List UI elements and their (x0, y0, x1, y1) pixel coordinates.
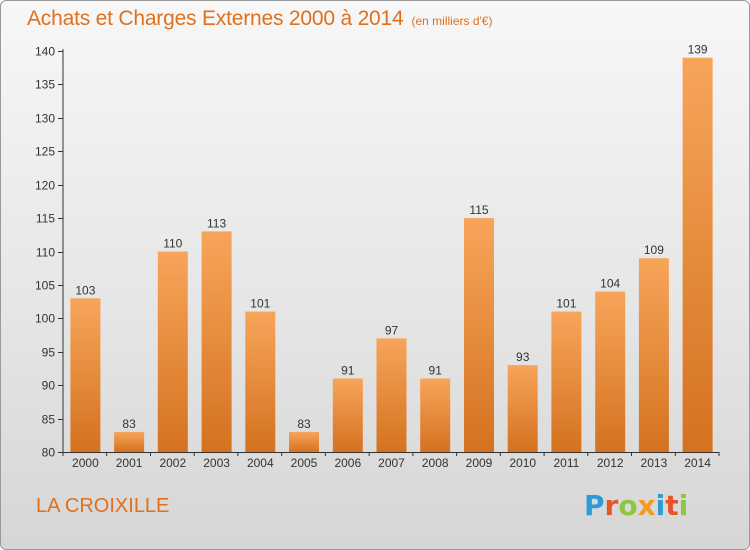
bar-2010 (507, 365, 538, 452)
x-tick-label: 2005 (291, 456, 318, 470)
x-tick-label: 2004 (247, 456, 274, 470)
bar-2005 (289, 431, 319, 452)
y-tick-label: 135 (35, 78, 55, 92)
bar-2013 (638, 258, 669, 452)
logo-letter: r (604, 489, 619, 522)
data-label-2014: 139 (688, 43, 708, 57)
logo-letter: P (584, 489, 605, 522)
logo-letter: x (637, 489, 656, 522)
y-tick-label: 120 (35, 179, 55, 193)
bar-2000 (70, 298, 101, 452)
data-label-2004: 101 (250, 297, 270, 311)
x-tick-label: 2003 (203, 456, 230, 470)
bar-2011 (551, 311, 582, 452)
data-label-2002: 110 (163, 237, 182, 251)
y-tick-label: 105 (35, 279, 55, 293)
logo-letter: i (655, 489, 666, 522)
x-tick-label: 2000 (72, 456, 99, 470)
bar-2006 (332, 378, 363, 452)
data-label-2012: 104 (600, 277, 620, 291)
x-tick-label: 2012 (597, 456, 624, 470)
x-tick-label: 2009 (466, 456, 493, 470)
x-tick-label: 2002 (159, 456, 186, 470)
place-name: LA CROIXILLE (36, 495, 170, 517)
chart-title: Achats et Charges Externes 2000 à 2014 (27, 7, 404, 30)
y-tick-label: 80 (42, 446, 56, 460)
data-label-2007: 97 (385, 323, 399, 337)
y-tick-label: 90 (42, 379, 56, 393)
bar-layer: 103 83 110 113 101 83 91 97 91 115 93 101 104 109 139 (70, 43, 713, 452)
data-label-2003: 113 (207, 216, 226, 230)
bar-2004 (245, 311, 276, 452)
x-tick-label: 2007 (378, 456, 405, 470)
x-tick-label: 2001 (116, 456, 143, 470)
y-tick-label: 125 (35, 145, 55, 159)
bar-2001 (114, 431, 145, 452)
y-tick-label: 130 (35, 112, 55, 126)
data-label-2013: 109 (644, 243, 664, 257)
logo-letter: i (678, 489, 689, 522)
data-label-2001: 83 (122, 417, 136, 431)
x-tick-label: 2006 (334, 456, 361, 470)
bar-2007 (376, 338, 407, 452)
y-tick-label: 100 (35, 312, 55, 326)
y-tick-label: 115 (36, 212, 55, 226)
data-label-2011: 101 (556, 297, 576, 311)
data-label-2008: 91 (429, 364, 443, 378)
y-tick-label: 110 (36, 246, 55, 260)
data-label-2010: 93 (516, 350, 530, 364)
x-tick-label: 2011 (553, 456, 579, 470)
bar-2009 (464, 218, 494, 452)
axis-layer: 80 85 90 95 100 105 110 115 120 125 130 135 140 2000 2… (35, 45, 720, 470)
data-label-2005: 83 (297, 417, 311, 431)
bar-2012 (595, 291, 626, 452)
y-tick-label: 85 (42, 413, 56, 427)
bar-2014 (682, 57, 713, 452)
x-tick-label: 2014 (684, 456, 711, 470)
y-tick-label: 95 (42, 346, 56, 360)
x-tick-label: 2013 (641, 456, 668, 470)
unit-note: (en milliers d'€) (411, 14, 493, 28)
logo-letter: t (665, 489, 679, 522)
title-row: Achats et Charges Externes 2000 à 2014 (e… (27, 7, 492, 31)
bar-2002 (157, 251, 188, 452)
y-tick-label: 140 (35, 45, 55, 59)
x-tick-label: 2008 (422, 456, 449, 470)
bar-2008 (420, 378, 451, 452)
data-label-2006: 91 (341, 364, 355, 378)
data-label-2000: 103 (75, 283, 95, 297)
bar-2003 (201, 231, 232, 452)
logo-letter: o (618, 489, 638, 522)
data-label-2009: 115 (469, 203, 488, 217)
x-tick-label: 2010 (509, 456, 536, 470)
proxiti-logo: Proxiti (584, 489, 688, 522)
